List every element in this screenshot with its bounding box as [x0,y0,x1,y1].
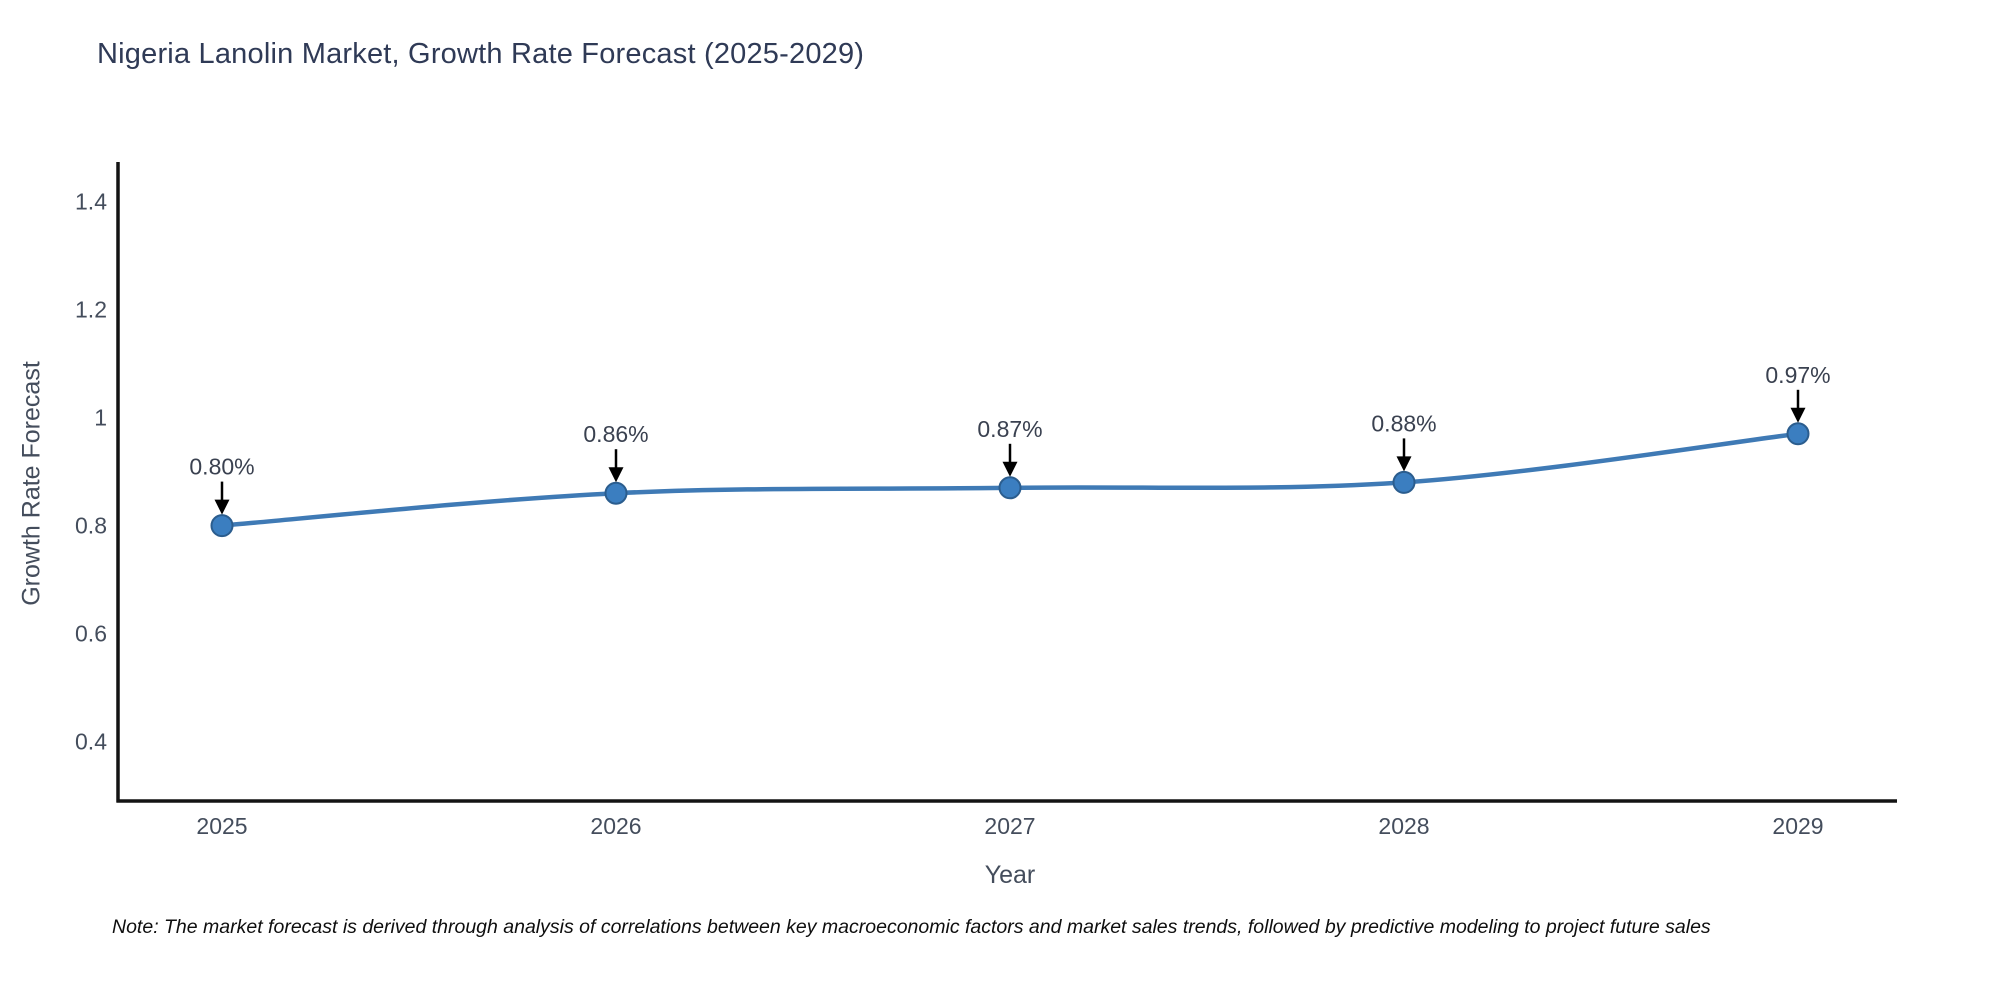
x-tick-label: 2027 [984,813,1035,839]
annotation-arrow-head [214,499,230,515]
annotation-arrow-head [1002,461,1018,477]
y-tick-label: 0.8 [75,513,107,539]
data-point-label: 0.80% [189,454,254,480]
annotation-arrow-head [1396,456,1412,472]
y-tick-label: 1.4 [75,189,107,215]
data-point-2028 [1392,470,1416,494]
data-point-label: 0.97% [1765,362,1830,388]
data-point-2027 [998,476,1022,500]
data-point-label: 0.87% [977,416,1042,442]
data-point-label: 0.88% [1371,410,1436,436]
y-tick-label: 1.2 [75,297,107,323]
x-tick-label: 2028 [1378,813,1429,839]
x-tick-label: 2026 [590,813,641,839]
data-point-2025 [210,514,234,538]
y-tick-label: 0.6 [75,621,107,647]
x-tick-label: 2025 [196,813,247,839]
footnote: Note: The market forecast is derived thr… [112,916,1711,938]
y-tick-label: 0.4 [75,729,107,755]
x-tick-label: 2029 [1772,813,1823,839]
annotation-arrow-head [608,467,624,483]
annotation-arrow-head [1790,407,1806,423]
data-point-2029 [1786,422,1810,446]
x-axis-title: Year [984,861,1036,889]
y-tick-label: 1 [94,405,107,431]
chart-title: Nigeria Lanolin Market, Growth Rate Fore… [97,38,865,70]
data-point-label: 0.86% [583,421,648,447]
data-point-2026 [604,481,628,505]
